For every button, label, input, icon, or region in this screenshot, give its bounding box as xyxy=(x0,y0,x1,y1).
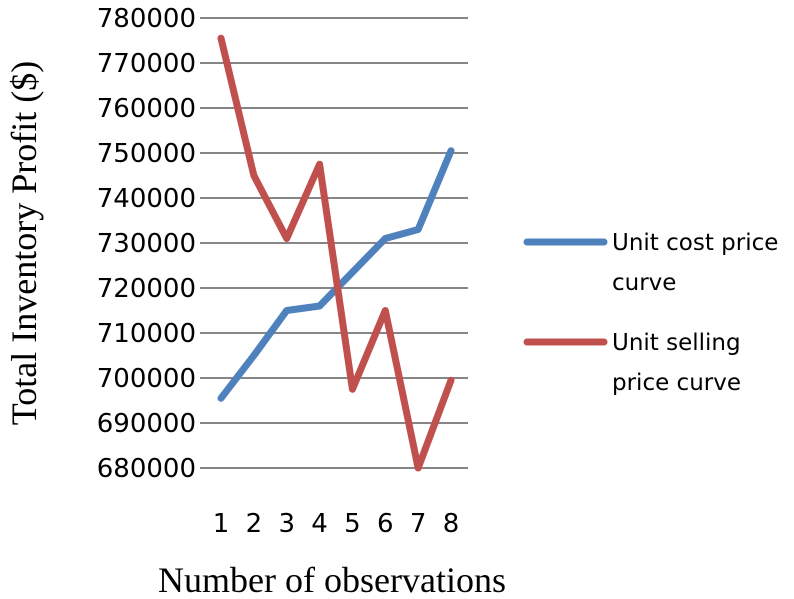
y-tick-label: 710000 xyxy=(97,319,196,349)
x-tick-label: 8 xyxy=(443,509,460,539)
y-tick-label: 720000 xyxy=(97,274,196,304)
x-axis-title: Number of observations xyxy=(158,560,506,599)
x-tick-label: 3 xyxy=(278,509,295,539)
series-line-2 xyxy=(217,34,455,472)
y-tick-label: 780000 xyxy=(97,4,196,34)
series-lines xyxy=(217,34,455,472)
legend: Unit cost price curve Unit selling price cu… xyxy=(523,230,778,396)
x-tick-label: 4 xyxy=(311,509,328,539)
y-tick-label: 700000 xyxy=(97,364,196,394)
x-tick-label: 1 xyxy=(213,509,230,539)
y-tick-label: 750000 xyxy=(97,139,196,169)
y-tick-labels: 680000 690000 700000 710000 720000 730000 7400… xyxy=(97,4,196,484)
y-tick-label: 690000 xyxy=(97,409,196,439)
y-tick-label: 680000 xyxy=(97,454,196,484)
legend-label: price curve xyxy=(612,370,741,396)
y-tick-label: 740000 xyxy=(97,184,196,214)
y-tick-label: 770000 xyxy=(97,49,196,79)
legend-label: Unit selling xyxy=(612,330,741,356)
x-tick-label: 5 xyxy=(344,509,361,539)
x-tick-label: 2 xyxy=(246,509,263,539)
legend-label: Unit cost price xyxy=(612,230,778,256)
y-tick-label: 760000 xyxy=(97,94,196,124)
y-axis-title: Total Inventory Profit ($) xyxy=(4,61,44,425)
legend-label: curve xyxy=(612,270,676,296)
x-tick-label: 7 xyxy=(410,509,427,539)
x-tick-label: 6 xyxy=(377,509,394,539)
y-tick-label: 730000 xyxy=(97,229,196,259)
